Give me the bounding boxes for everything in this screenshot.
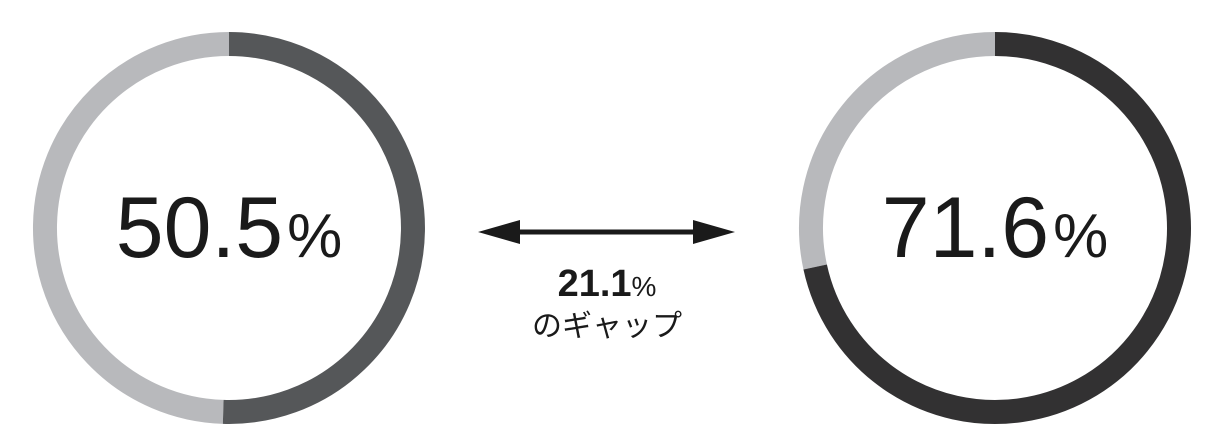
left-remainder-segment [32, 32, 230, 424]
donut-right-number: 71.6 [882, 180, 1049, 276]
gap-unit: % [631, 271, 657, 302]
donut-left-value: 50.5% [116, 180, 343, 276]
arrow-head-right [693, 220, 735, 244]
donut-chart-left [32, 32, 425, 424]
donut-right-unit: % [1053, 202, 1108, 271]
gap-caption: のギャップ [532, 309, 682, 344]
left-value-segment [222, 32, 425, 424]
donut-left-number: 50.5 [116, 180, 283, 276]
gap-value-line: 21.1% [497, 265, 717, 303]
donut-chart-right [799, 32, 1191, 424]
right-remainder-segment [799, 32, 996, 270]
double-arrow-icon [478, 220, 735, 244]
arrow-head-left [478, 220, 520, 244]
donut-right-value: 71.6% [882, 180, 1109, 276]
right-value-segment [803, 32, 1191, 424]
gap-annotation: 21.1% のギャップ [497, 265, 717, 345]
donut-left-unit: % [287, 202, 342, 271]
gap-value: 21.1 [557, 263, 632, 305]
